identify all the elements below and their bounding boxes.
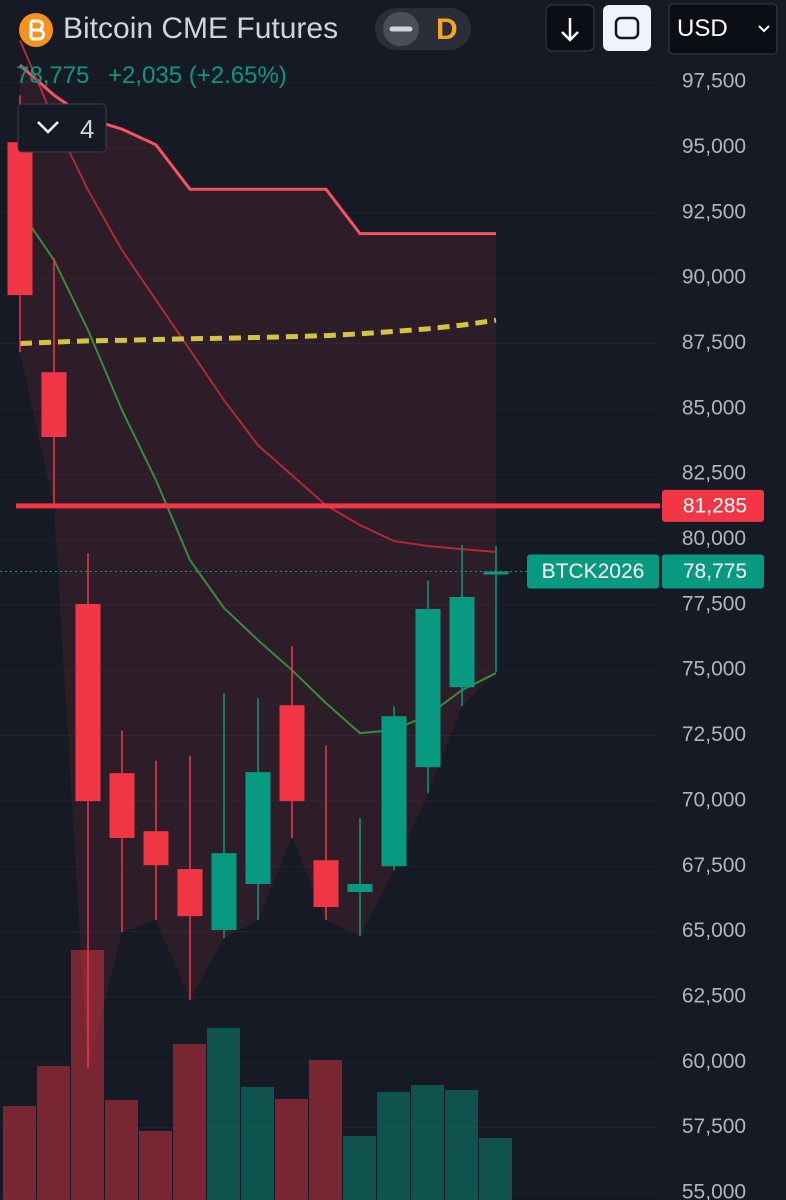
symbol-label-box <box>527 554 659 589</box>
channel-fill <box>20 65 496 1069</box>
candle-body <box>41 372 67 438</box>
indicators-toggle[interactable] <box>17 103 107 153</box>
indicator-line <box>19 317 497 346</box>
volume-bar <box>377 1092 410 1200</box>
y-tick-label: 62,500 <box>682 984 746 1007</box>
volume-bar <box>3 1106 36 1200</box>
price-change: +2,035 (+2.65%) <box>108 62 287 89</box>
volume-bar <box>207 1028 240 1200</box>
last-price-box <box>662 554 764 589</box>
candle-body <box>313 860 339 907</box>
candle-body <box>177 869 203 917</box>
currency-select[interactable] <box>668 3 778 55</box>
level-label-box <box>662 489 764 522</box>
volume-bar <box>411 1085 444 1200</box>
volume-bar <box>445 1090 478 1200</box>
y-tick-label: 65,000 <box>682 919 746 942</box>
y-tick-label: 95,000 <box>682 135 746 158</box>
y-tick-label: 85,000 <box>682 396 746 419</box>
y-tick-label: 67,500 <box>682 854 746 877</box>
y-tick-label: 72,500 <box>682 723 746 746</box>
candle-body <box>211 853 237 930</box>
y-tick-label: 92,500 <box>682 200 746 223</box>
y-tick-label: 75,000 <box>682 658 746 681</box>
y-tick-label: 77,500 <box>682 592 746 615</box>
symbol-title: Bitcoin CME Futures <box>63 12 339 45</box>
volume-bar <box>275 1099 308 1200</box>
candle-body <box>449 596 475 688</box>
y-tick-label: 97,500 <box>682 70 746 93</box>
symbol-label: BTCK2026 <box>542 560 645 583</box>
volume-bar <box>343 1136 376 1200</box>
y-tick-label: 87,500 <box>682 331 746 354</box>
interval[interactable]: D <box>436 13 458 46</box>
candle-body <box>245 772 271 884</box>
y-tick-label: 80,000 <box>682 527 746 550</box>
level-label: 81,285 <box>683 494 747 517</box>
candle-body <box>347 883 373 893</box>
candle-body <box>75 604 101 802</box>
candle-body <box>415 609 441 768</box>
candle-body <box>279 705 305 802</box>
indicator-count[interactable]: 4 <box>80 114 95 144</box>
last-price-label: 78,775 <box>683 560 747 583</box>
y-tick-label: 82,500 <box>682 462 746 485</box>
y-tick-label: 70,000 <box>682 788 746 811</box>
currency[interactable]: USD <box>677 15 728 42</box>
y-tick-label: 60,000 <box>682 1050 746 1073</box>
candle-body <box>109 773 135 838</box>
candle-body <box>143 831 169 866</box>
indicator-line <box>19 39 497 554</box>
volume-bar <box>309 1060 342 1200</box>
volume-bar <box>479 1138 512 1200</box>
last-price: 78,775 <box>16 62 90 89</box>
volume-bar <box>139 1131 172 1200</box>
volume-bar <box>105 1100 138 1200</box>
y-tick-label: 90,000 <box>682 266 746 289</box>
candle-body <box>381 716 407 867</box>
candle-body <box>483 571 509 575</box>
candle-body <box>7 142 33 296</box>
y-tick-label: 55,000 <box>682 1180 746 1200</box>
header-icons <box>17 3 778 153</box>
fullscreen-button[interactable] <box>603 5 651 51</box>
y-tick-label: 57,500 <box>682 1115 746 1138</box>
volume-bar <box>173 1044 206 1200</box>
volume-bar <box>241 1087 274 1200</box>
volume-bar <box>37 1066 70 1200</box>
